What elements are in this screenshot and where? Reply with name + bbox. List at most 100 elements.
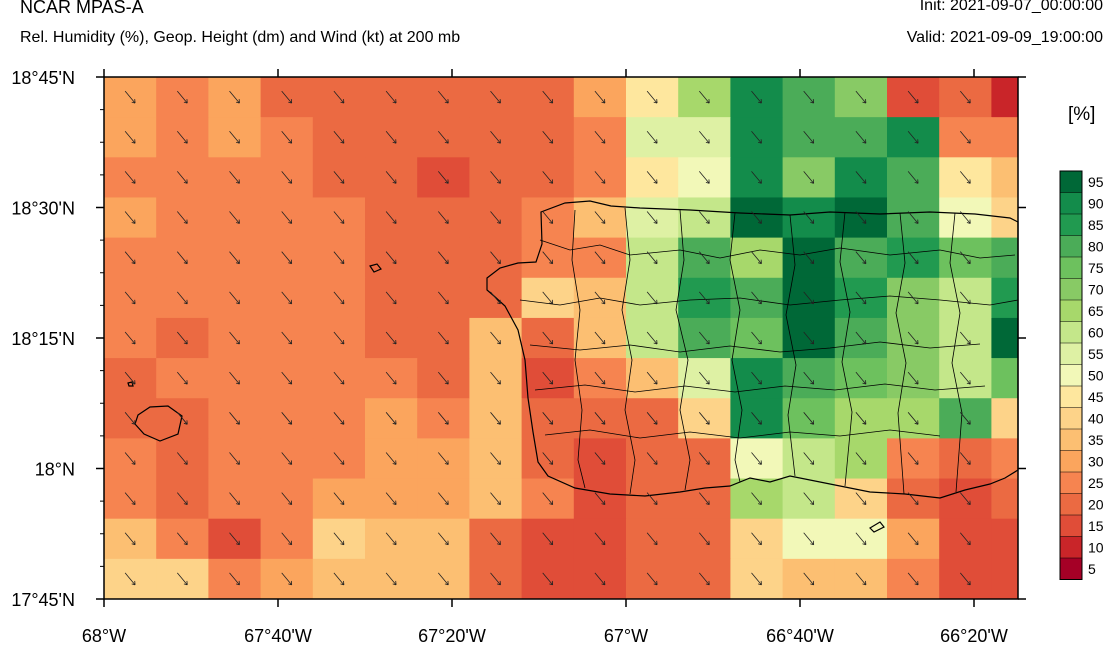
wind-arrow [594,492,606,505]
mona-island [134,405,183,442]
wind-arrow [333,331,345,345]
desecheo-island [369,263,382,273]
wind-arrow [229,291,240,305]
wind-arrow [490,90,501,104]
colorbar-segment [1060,429,1082,451]
wind-arrow [698,211,710,224]
wind-arrow [229,532,240,546]
wind-arrow [176,412,188,425]
wind-arrow [959,452,971,465]
colorbar-segment [1060,515,1082,537]
wind-arrow [281,532,293,546]
wind-arrow [959,371,971,385]
wind-arrow [698,492,710,505]
wind-arrow [698,171,710,184]
wind-arrow [333,90,345,104]
wind-arrow [333,371,345,385]
wind-arrow [229,90,240,104]
wind-arrow [594,572,606,586]
colorbar-label: 70 [1088,281,1104,297]
wind-arrow [229,412,240,425]
wind-arrow [281,572,293,586]
wind-arrow [959,572,971,586]
colorbar-segment [1060,278,1082,300]
colorbar-label: 55 [1088,346,1104,362]
wind-arrow [281,291,293,305]
wind-arrow [229,251,240,265]
wind-arrow [751,130,762,144]
municipality-boundary-9 [729,212,743,483]
wind-arrow [542,211,554,224]
wind-arrow [646,90,658,104]
wind-arrow [281,412,293,425]
humidity-cell [991,277,1019,319]
wind-arrow [124,291,136,305]
colorbar-label: 45 [1088,389,1104,405]
humidity-cell [991,438,1019,480]
wind-arrow [803,572,815,586]
wind-arrow [907,251,919,265]
wind-arrow [437,90,449,104]
lon-label: 68°W [82,626,126,646]
wind-arrow [490,572,501,586]
wind-arrow [855,130,867,144]
wind-arrow [646,171,658,184]
humidity-cell [991,398,1019,439]
colorbar-segment [1060,300,1082,322]
wind-arrow [176,90,188,104]
wind-arrow [176,211,188,224]
wind-arrow [803,331,815,345]
wind-arrow [333,532,345,546]
wind-arrow [124,572,136,586]
wind-arrow [907,130,919,144]
colorbar-segment [1060,558,1082,580]
wind-arrow [803,452,815,465]
wind-arrow [124,452,136,465]
wind-arrow [542,291,554,305]
wind-arrow [646,371,658,385]
wind-arrow [698,572,710,586]
wind-arrow [907,532,919,546]
wind-arrow [437,291,449,305]
wind-arrow [855,291,867,305]
wind-arrow [803,492,815,505]
wind-arrow [959,492,971,505]
wind-arrow [385,251,397,265]
colorbar-label: 90 [1088,195,1104,211]
wind-arrow [594,412,606,425]
wind-arrow [333,452,345,465]
wind-arrow [698,532,710,546]
wind-arrow [855,171,867,184]
wind-arrow [646,331,658,345]
colorbar-label: 80 [1088,238,1104,254]
wind-arrow [698,291,710,305]
wind-arrow [333,171,345,184]
wind-arrow [333,130,345,144]
lat-label: 18°15'N [11,329,75,349]
wind-arrow [490,492,501,505]
wind-arrow [594,211,606,224]
colorbar-label: 60 [1088,324,1104,340]
colorbar-label: 85 [1088,217,1104,233]
wind-arrow [490,452,501,465]
map-axes: 18°45'N 18°30'N 18°15'N 18°N 17°45'N 68°W 67°4… [11,68,1026,646]
wind-arrow [698,90,710,104]
wind-arrow [490,211,501,224]
wind-arrow [542,452,554,465]
wind-arrow [281,130,293,144]
wind-arrow [542,572,554,586]
lat-label: 18°45'N [11,68,75,88]
wind-arrow [646,492,658,505]
wind-arrow [124,211,136,224]
wind-arrow [437,452,449,465]
colorbar-label: 40 [1088,410,1104,426]
colorbar-segment [1060,450,1082,472]
municipality-boundary-11 [839,211,853,487]
wind-arrow [437,331,449,345]
wind-arrow [385,452,397,465]
wind-arrow [176,130,188,144]
wind-arrow [124,532,136,546]
wind-arrow [751,452,762,465]
wind-arrow [751,572,762,586]
wind-arrow [229,452,240,465]
